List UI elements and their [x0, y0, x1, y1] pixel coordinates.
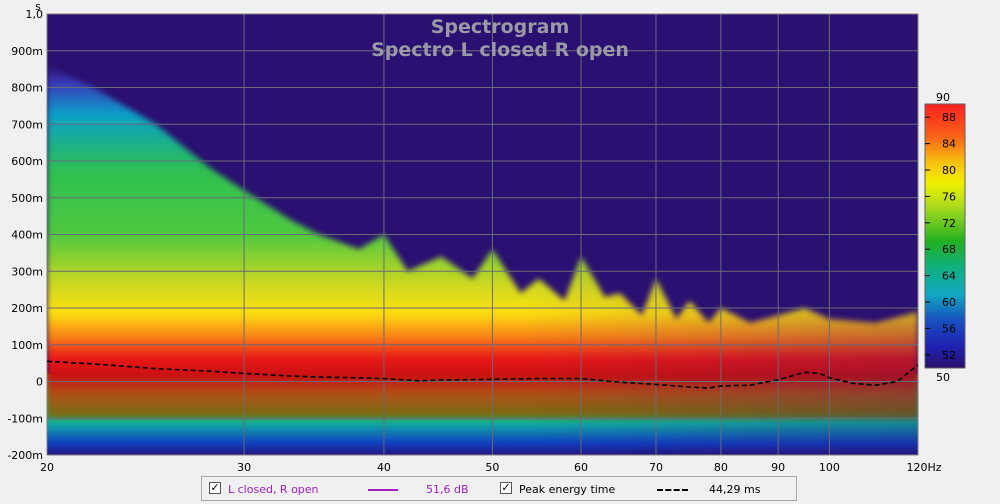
colorbar-tick-label: 76	[942, 190, 956, 203]
y-tick-label: 900m	[11, 45, 43, 58]
colorbar-tick-label: 56	[942, 322, 956, 335]
x-tick-label: 20	[40, 461, 54, 474]
y-tick-label: 800m	[11, 82, 43, 95]
chart-title: Spectrogram	[431, 16, 570, 38]
y-tick-label: 1,0	[26, 8, 44, 21]
y-tick-label: 500m	[11, 192, 43, 205]
series-2-name[interactable]: Peak energy time	[519, 483, 616, 496]
colorbar-tick-label: 80	[942, 164, 956, 177]
x-tick-label: 60	[574, 461, 588, 474]
colorbar: 88 84 80 76 72 68 64 60 56 52 90 50	[924, 91, 966, 384]
y-tick-label: 0	[36, 376, 43, 389]
y-tick-label: 400m	[11, 229, 43, 242]
series-2-value: 44,29 ms	[709, 483, 761, 496]
x-tick-label: 80	[714, 461, 728, 474]
x-tick-label: 100	[819, 461, 840, 474]
plot-frame	[46, 13, 919, 456]
x-tick-label: 30	[237, 461, 251, 474]
colorbar-tick-label: 52	[942, 349, 956, 362]
chart-subtitle: Spectro L closed R open	[371, 39, 629, 61]
colorbar-tick-label: 68	[942, 243, 956, 256]
series-1-value: 51,6 dB	[426, 483, 469, 496]
y-tick-label: 100m	[11, 339, 43, 352]
y-tick-label: 200m	[11, 302, 43, 315]
colorbar-tick-label: 84	[942, 138, 956, 151]
series-2-checkbox[interactable]: ✓	[500, 481, 512, 494]
colorbar-tick-label: 60	[942, 296, 956, 309]
colorbar-max-label: 90	[936, 91, 950, 104]
peak-energy-time-line	[47, 360, 918, 389]
y-tick-label: -200m	[7, 449, 43, 462]
series-1-swatch	[368, 489, 398, 491]
x-tick-label: 120Hz	[906, 461, 941, 474]
colorbar-tick-label: 64	[942, 270, 956, 283]
series-2-swatch	[657, 489, 688, 491]
x-tick-label: 40	[377, 461, 391, 474]
series-1-name[interactable]: L closed, R open	[228, 483, 319, 496]
y-tick-label: 600m	[11, 155, 43, 168]
colorbar-tick-label: 72	[942, 217, 956, 230]
x-tick-label: 50	[485, 461, 499, 474]
spectrogram-chart: 20 30 40 50 60 70 80 90 100 120Hz 1,0 900m 800m 700m 6…	[7, 0, 966, 474]
colorbar-min-label: 50	[936, 371, 950, 384]
colorbar-gradient	[924, 103, 966, 369]
x-tick-label: 70	[649, 461, 663, 474]
x-tick-label: 90	[771, 461, 785, 474]
y-tick-label: -100m	[7, 412, 43, 425]
series-1-checkbox[interactable]: ✓	[209, 481, 221, 494]
y-unit-label: s	[35, 0, 41, 13]
colorbar-tick-label: 88	[942, 111, 956, 124]
y-tick-label: 300m	[11, 265, 43, 278]
y-tick-label: 700m	[11, 118, 43, 131]
legend-bar: ✓ L closed, R open 51,6 dB ✓ Peak energy…	[201, 476, 797, 501]
